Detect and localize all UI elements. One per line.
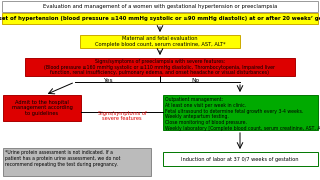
Text: No: No — [191, 78, 199, 82]
Text: Yes: Yes — [103, 78, 113, 82]
Bar — [2, 13, 318, 24]
Bar — [2, 1, 318, 12]
Text: Admit to the hospital
management according
to guidelines: Admit to the hospital management accordi… — [12, 100, 72, 116]
Text: Induction of labor at 37 0/7 weeks of gestation: Induction of labor at 37 0/7 weeks of ge… — [181, 156, 299, 161]
Text: Outpatient management:
At least one visit per week in clinic.
Fetal ultrasound t: Outpatient management: At least one visi… — [165, 97, 320, 131]
Bar — [163, 152, 318, 166]
Text: Evaluation and management of a women with gestational hypertension or preeclamps: Evaluation and management of a women wit… — [43, 4, 277, 9]
Text: Signs/symptoms of preeclampsia with severe features:
(Blood pressure ≥160 mmHg s: Signs/symptoms of preeclampsia with seve… — [44, 59, 276, 75]
Bar — [80, 35, 240, 48]
Bar — [3, 95, 81, 121]
Text: Signs/symptoms of
severe features: Signs/symptoms of severe features — [98, 111, 146, 121]
Bar — [3, 148, 151, 176]
Text: New onset of hypertension (blood pressure ≥140 mmHg systolic or ≥90 mmHg diastol: New onset of hypertension (blood pressur… — [0, 16, 320, 21]
Text: *Urine protein assessment is not indicated. If a
patient has a protein urine ass: *Urine protein assessment is not indicat… — [5, 150, 120, 167]
Text: Maternal and fetal evaluation
Complete blood count, serum creatinine, AST, ALT*: Maternal and fetal evaluation Complete b… — [95, 36, 225, 47]
Bar — [163, 95, 318, 130]
Bar — [25, 58, 295, 76]
